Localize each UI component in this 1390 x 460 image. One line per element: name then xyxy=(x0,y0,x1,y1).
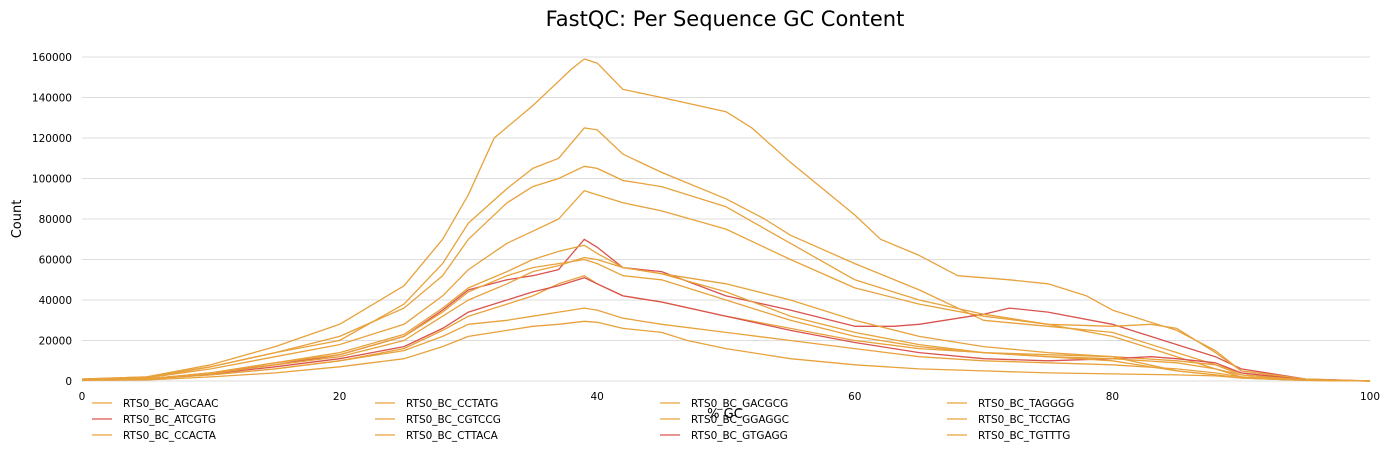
legend-item[interactable]: RTS0_BC_CCTATG xyxy=(375,398,498,410)
legend-item[interactable]: RTS0_BC_GTGAGG xyxy=(660,430,788,442)
x-tick-label: 40 xyxy=(591,391,604,403)
legend-label: RTS0_BC_AGCAAC xyxy=(123,398,218,410)
y-axis-label: Count xyxy=(10,200,25,239)
x-tick-label: 0 xyxy=(79,391,86,403)
series-line xyxy=(81,190,1371,382)
series-line xyxy=(81,127,1371,382)
legend-item[interactable]: RTS0_BC_TAGGGG xyxy=(947,398,1074,410)
legend-label: RTS0_BC_ATCGTG xyxy=(123,414,216,426)
x-tick-label: 20 xyxy=(333,391,346,403)
legend-item[interactable]: RTS0_BC_GGAGGC xyxy=(660,414,789,426)
x-tick-label: 100 xyxy=(1360,391,1380,403)
y-tick-label: 160000 xyxy=(32,52,72,64)
legend-label: RTS0_BC_GACGCG xyxy=(691,398,788,410)
series-line xyxy=(81,258,1371,382)
legend-label: RTS0_BC_TCCTAG xyxy=(978,414,1070,426)
legend-label: RTS0_BC_GTGAGG xyxy=(691,430,788,442)
series-line xyxy=(81,165,1371,382)
x-axis-ticks: 0 20 40 60 80 100 xyxy=(79,391,1380,403)
legend: RTS0_BC_AGCAAC RTS0_BC_ATCGTG RTS0_BC_CCAC… xyxy=(92,398,1074,442)
legend-item[interactable]: RTS0_BC_TGTTTG xyxy=(947,430,1070,442)
legend-label: RTS0_BC_TAGGGG xyxy=(978,398,1074,410)
y-tick-label: 40000 xyxy=(39,295,72,307)
series-line xyxy=(81,320,1371,382)
grid xyxy=(82,56,1370,382)
series-line xyxy=(81,58,1371,382)
legend-label: RTS0_BC_CTTACA xyxy=(406,430,499,442)
legend-item[interactable]: RTS0_BC_TCCTAG xyxy=(947,414,1070,426)
legend-item[interactable]: RTS0_BC_GACGCG xyxy=(660,398,788,410)
series-lines xyxy=(81,58,1371,382)
x-axis-label: % GC xyxy=(707,407,743,422)
series-line xyxy=(81,277,1371,382)
legend-label: RTS0_BC_CGTCCG xyxy=(406,414,501,426)
series-line xyxy=(81,244,1371,382)
legend-label: RTS0_BC_CCACTA xyxy=(123,430,217,442)
legend-label: RTS0_BC_CCTATG xyxy=(406,398,498,410)
y-tick-label: 140000 xyxy=(32,93,72,105)
y-tick-label: 120000 xyxy=(32,133,72,145)
y-tick-label: 80000 xyxy=(39,214,72,226)
series-line xyxy=(81,238,1371,382)
x-tick-label: 60 xyxy=(848,391,861,403)
y-tick-label: 60000 xyxy=(39,255,72,267)
x-tick-label: 80 xyxy=(1106,391,1119,403)
legend-item[interactable]: RTS0_BC_CTTACA xyxy=(375,430,499,442)
y-tick-label: 0 xyxy=(65,376,72,388)
y-tick-label: 100000 xyxy=(32,174,72,186)
y-axis-ticks: 0 20000 40000 60000 80000 100000 120000 140000 1… xyxy=(32,52,72,388)
chart-title: FastQC: Per Sequence GC Content xyxy=(546,7,905,31)
legend-item[interactable]: RTS0_BC_ATCGTG xyxy=(92,414,216,426)
legend-label: RTS0_BC_TGTTTG xyxy=(978,430,1070,442)
legend-item[interactable]: RTS0_BC_AGCAAC xyxy=(92,398,218,410)
legend-item[interactable]: RTS0_BC_CCACTA xyxy=(92,430,217,442)
y-tick-label: 20000 xyxy=(39,336,72,348)
legend-label: RTS0_BC_GGAGGC xyxy=(691,414,789,426)
legend-item[interactable]: RTS0_BC_CGTCCG xyxy=(375,414,501,426)
